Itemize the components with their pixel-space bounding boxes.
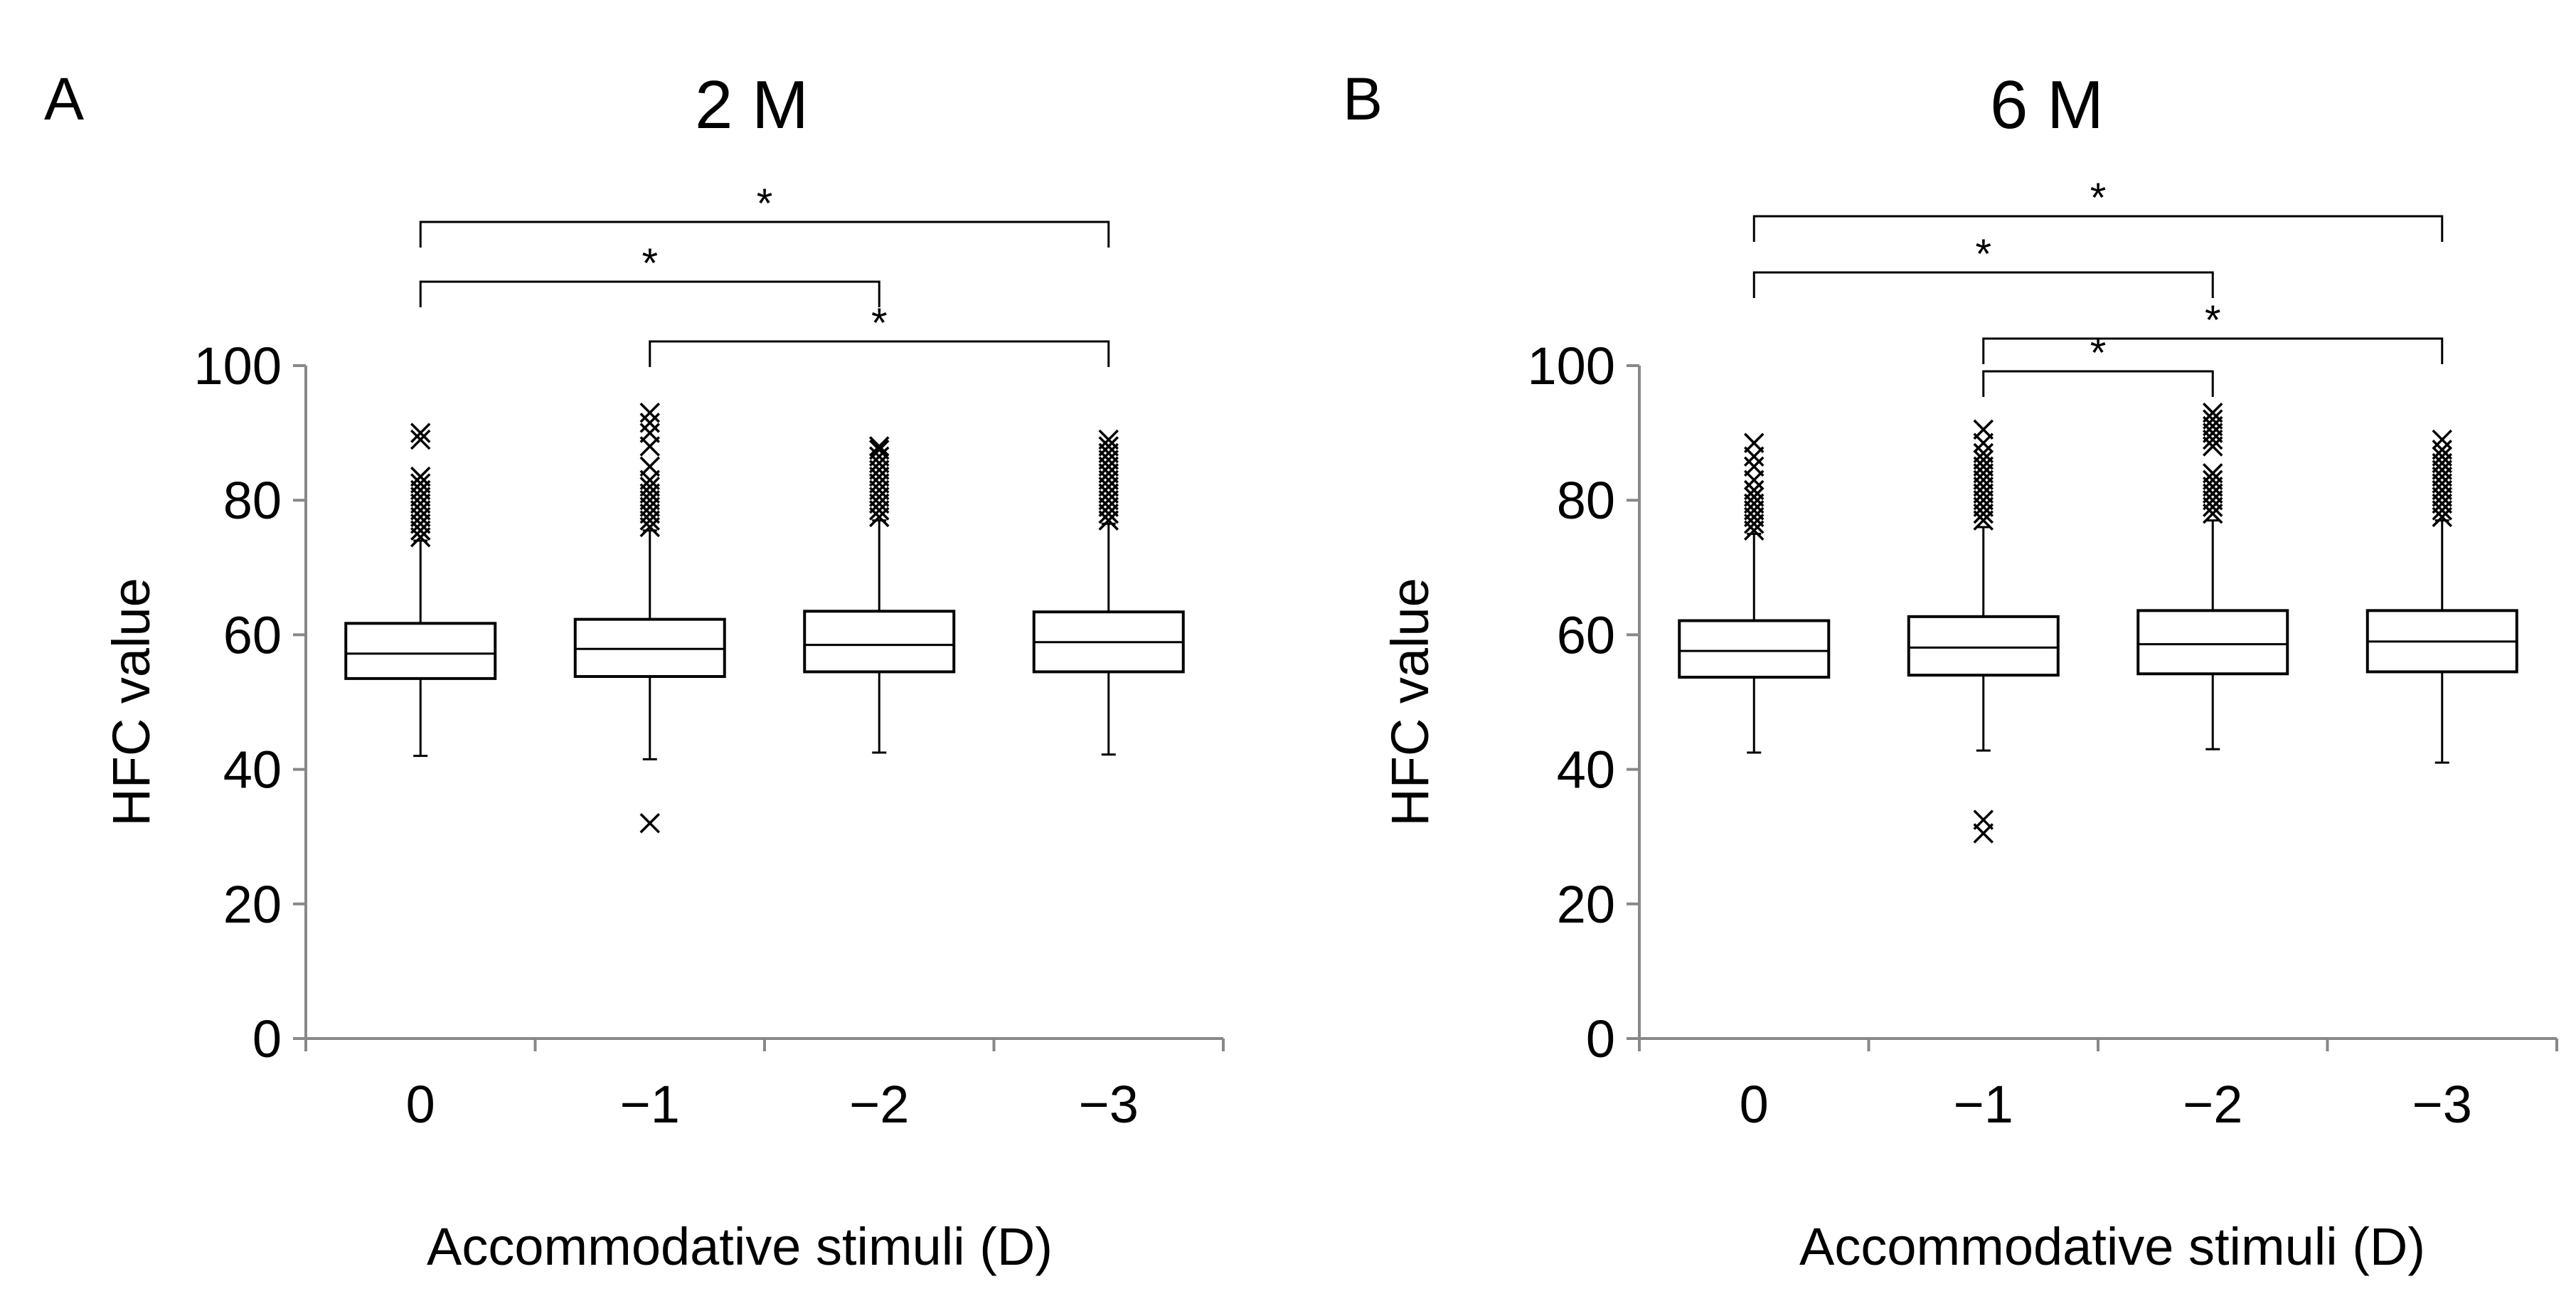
outlier-marker xyxy=(2203,402,2223,423)
outlier-marker xyxy=(639,402,660,423)
outlier-marker xyxy=(869,436,890,457)
outlier-marker xyxy=(2432,440,2452,460)
y-tick-label: 60 xyxy=(1557,605,1615,664)
outlier-marker xyxy=(1098,436,1119,457)
y-tick-label: 80 xyxy=(223,471,282,530)
significance-star: * xyxy=(871,300,888,346)
outlier-marker xyxy=(2432,429,2452,450)
significance-bracket xyxy=(419,280,880,307)
outlier-marker xyxy=(639,423,660,443)
box-iqr xyxy=(1907,615,2060,677)
outlier-marker xyxy=(1973,450,1994,470)
x-axis-label: Accommodative stimuli (D) xyxy=(427,1217,1053,1276)
x-tick-label: 0 xyxy=(1740,1075,1769,1134)
y-tick-label: 100 xyxy=(194,336,282,395)
significance-star: * xyxy=(2205,297,2221,344)
significance-bracket xyxy=(1752,271,2214,298)
y-axis-label: HFC value xyxy=(1380,578,1439,827)
y-tick-label: 40 xyxy=(223,740,282,800)
x-tick-label: −3 xyxy=(1079,1075,1139,1134)
x-tick-label: −3 xyxy=(2412,1075,2472,1134)
x-tick-label: −1 xyxy=(620,1075,680,1134)
significance-star: * xyxy=(2090,175,2107,221)
y-tick-label: 100 xyxy=(1528,336,1615,395)
outlier-marker xyxy=(1973,809,1994,830)
significance-star: * xyxy=(642,240,658,287)
significance-star: * xyxy=(757,181,773,227)
box-iqr xyxy=(1678,619,1831,679)
outlier-marker xyxy=(2203,409,2223,430)
x-tick-label: −2 xyxy=(849,1075,909,1134)
outlier-marker xyxy=(869,446,890,467)
outlier-marker xyxy=(1744,487,1765,507)
outlier-marker xyxy=(1744,432,1765,454)
y-tick-label: 0 xyxy=(252,1009,282,1068)
x-tick-label: 0 xyxy=(406,1075,435,1134)
outlier-marker xyxy=(2432,446,2452,467)
significance-bracket xyxy=(649,340,1110,367)
panel-letter: A xyxy=(44,65,84,132)
outlier-marker xyxy=(410,466,431,487)
outlier-marker xyxy=(1744,479,1765,501)
y-tick-label: 80 xyxy=(1557,471,1615,530)
y-tick-label: 0 xyxy=(1586,1009,1615,1068)
significance-bracket xyxy=(419,221,1110,248)
outlier-marker xyxy=(1973,419,1994,440)
significance-bracket xyxy=(1982,337,2444,364)
outlier-marker xyxy=(639,456,660,477)
y-tick-label: 20 xyxy=(223,875,282,934)
significance-star: * xyxy=(1975,231,1991,277)
outlier-marker xyxy=(2203,469,2223,491)
box-iqr xyxy=(2136,609,2289,676)
x-tick-label: −1 xyxy=(1954,1075,2013,1134)
x-axis-label: Accommodative stimuli (D) xyxy=(1799,1217,2425,1276)
chart-title: 2 M xyxy=(695,67,809,143)
x-tick-label: −2 xyxy=(2183,1075,2242,1134)
outlier-marker xyxy=(410,429,431,450)
outlier-marker xyxy=(410,423,431,443)
y-tick-label: 20 xyxy=(1557,875,1615,934)
outlier-marker xyxy=(869,440,890,460)
outlier-marker xyxy=(2203,463,2223,484)
outlier-marker xyxy=(639,477,660,497)
chart-title: 6 M xyxy=(1990,67,2104,143)
outlier-marker xyxy=(410,473,431,494)
y-tick-label: 60 xyxy=(223,605,282,664)
outlier-marker xyxy=(1098,429,1119,450)
box-iqr xyxy=(803,610,956,674)
significance-bracket xyxy=(1752,215,2444,242)
panel-letter: B xyxy=(1343,65,1383,132)
significance-star: * xyxy=(2090,330,2107,376)
outlier-marker xyxy=(639,413,660,433)
box-iqr xyxy=(344,622,497,680)
significance-bracket xyxy=(1982,370,2214,397)
outlier-marker xyxy=(1973,442,1994,464)
y-tick-label: 40 xyxy=(1557,740,1615,800)
outlier-marker xyxy=(1744,456,1765,477)
y-axis-label: HFC value xyxy=(102,578,161,827)
outlier-marker xyxy=(639,813,660,834)
